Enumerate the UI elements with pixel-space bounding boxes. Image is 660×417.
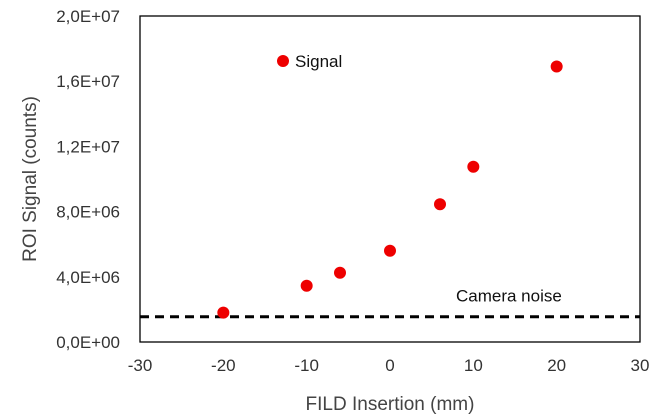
- legend-signal-label: Signal: [295, 52, 342, 71]
- x-tick-label: 10: [464, 356, 483, 375]
- plot-area-frame: [139, 15, 641, 343]
- y-tick-label: 8,0E+06: [56, 203, 120, 222]
- x-tick-label: 30: [631, 356, 650, 375]
- data-point: [334, 266, 346, 279]
- camera-noise-label: Camera noise: [456, 287, 562, 306]
- x-tick-label: -20: [211, 356, 236, 375]
- data-point: [217, 306, 230, 319]
- y-tick-label: 1,6E+07: [56, 72, 120, 91]
- x-tick-label: -10: [294, 356, 319, 375]
- y-tick-label: 0,0E+00: [56, 333, 120, 352]
- data-point: [550, 60, 563, 73]
- y-axis-title: ROI Signal (counts): [20, 96, 41, 262]
- y-tick-labels: 0,0E+00 4,0E+06 8,0E+06 1,2E+07 1,6E+07 2,0E+…: [56, 7, 120, 352]
- y-tick-label: 4,0E+06: [56, 268, 120, 287]
- x-axis-title: FILD Insertion (mm): [306, 394, 475, 415]
- data-point: [434, 198, 446, 211]
- y-tick-label: 2,0E+07: [56, 7, 120, 26]
- x-tick-label: -30: [128, 356, 153, 375]
- data-point: [467, 160, 480, 173]
- x-tick-labels: -30 -20 -10 0 10 20 30: [128, 356, 650, 375]
- data-point: [384, 244, 396, 257]
- signal-series: [217, 60, 563, 319]
- data-point: [300, 279, 313, 292]
- x-tick-label: 0: [385, 356, 394, 375]
- y-tick-label: 1,2E+07: [56, 137, 120, 156]
- legend-signal-marker: [277, 55, 289, 67]
- x-tick-label: 20: [547, 356, 566, 375]
